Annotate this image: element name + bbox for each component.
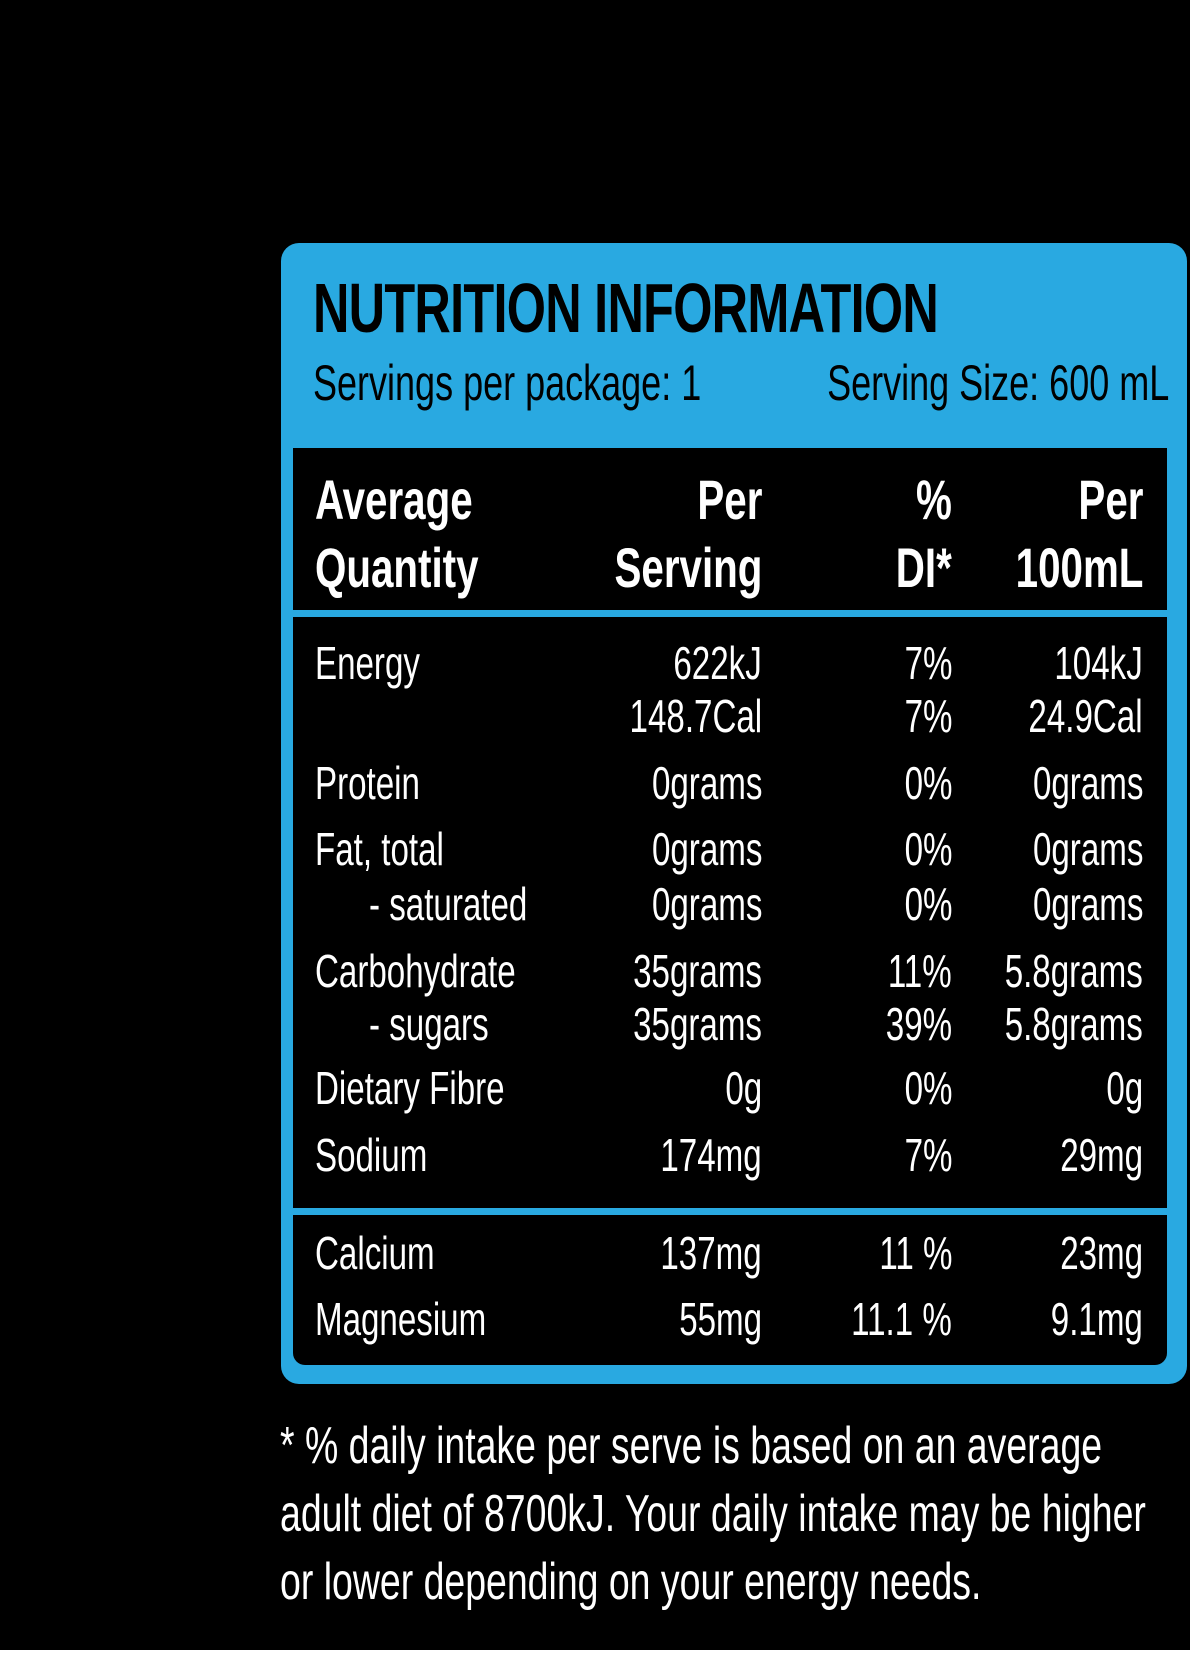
header-average-quantity: Average Quantity xyxy=(315,468,479,599)
row-per-100ml: 23mg xyxy=(1060,1227,1143,1279)
row-per-100ml: 0grams xyxy=(1032,878,1143,930)
header-divider xyxy=(293,610,1167,617)
table-row: Carbohydrate 35grams 11% 5.8grams xyxy=(293,948,1167,1004)
serving-size: Serving Size: 600 mL xyxy=(826,355,1169,411)
table-row: - sugars 35grams 39% 5.8grams xyxy=(293,1001,1167,1057)
row-di: 11.1 % xyxy=(851,1293,952,1345)
row-name: - sugars xyxy=(369,998,489,1050)
row-per-serving: 0grams xyxy=(651,757,762,809)
row-name: Energy xyxy=(315,637,420,689)
row-di: 39% xyxy=(885,998,952,1050)
row-di: 0% xyxy=(904,757,952,809)
footnote: * % daily intake per serve is based on a… xyxy=(280,1412,1200,1616)
row-name: Fat, total xyxy=(315,823,444,875)
panel-title: NUTRITION INFORMATION xyxy=(313,269,939,347)
row-per-100ml: 0grams xyxy=(1032,823,1143,875)
row-di: 11 % xyxy=(878,1227,952,1279)
table-row: Protein 0grams 0% 0grams xyxy=(293,760,1167,816)
row-di: 7% xyxy=(904,637,952,689)
row-per-serving: 35grams xyxy=(633,998,762,1050)
row-di: 0% xyxy=(904,823,952,875)
row-per-serving: 0grams xyxy=(651,878,762,930)
table-row: Energy 622kJ 7% 104kJ xyxy=(293,640,1167,696)
row-per-100ml: 29mg xyxy=(1060,1129,1143,1181)
header-per-serving: Per Serving xyxy=(614,468,762,599)
footnote-line: adult diet of 8700kJ. Your daily intake … xyxy=(280,1485,1146,1543)
footnote-line: or lower depending on your energy needs. xyxy=(280,1553,982,1611)
row-name: Carbohydrate xyxy=(315,945,516,997)
table-header: Average Quantity Per Serving % DI* Per 100mL xyxy=(293,448,1167,613)
row-per-serving: 0grams xyxy=(651,823,762,875)
row-per-serving: 174mg xyxy=(660,1129,762,1181)
header-percent-di: % DI* xyxy=(895,468,952,599)
row-per-100ml: 5.8grams xyxy=(1004,998,1143,1050)
header-per-100ml: Per 100mL xyxy=(1015,468,1143,599)
row-per-100ml: 0grams xyxy=(1032,757,1143,809)
table-row: 148.7Cal 7% 24.9Cal xyxy=(293,693,1167,749)
row-name: Dietary Fibre xyxy=(315,1062,505,1114)
row-di: 7% xyxy=(904,690,952,742)
table-row: Sodium 174mg 7% 29mg xyxy=(293,1132,1167,1188)
row-per-serving: 137mg xyxy=(660,1227,762,1279)
row-per-serving: 0g xyxy=(725,1062,762,1114)
row-per-100ml: 5.8grams xyxy=(1004,945,1143,997)
row-name: Magnesium xyxy=(315,1293,487,1345)
row-per-100ml: 0g xyxy=(1106,1062,1143,1114)
nutrition-table: Average Quantity Per Serving % DI* Per 100mL… xyxy=(293,448,1167,1365)
row-per-100ml: 24.9Cal xyxy=(1028,690,1143,742)
footnote-line: * % daily intake per serve is based on a… xyxy=(280,1417,1103,1475)
table-row: Fat, total 0grams 0% 0grams xyxy=(293,826,1167,882)
row-per-serving: 148.7Cal xyxy=(629,690,762,742)
row-per-100ml: 104kJ xyxy=(1054,637,1143,689)
row-per-100ml: 9.1mg xyxy=(1050,1293,1143,1345)
table-row: - saturated 0grams 0% 0grams xyxy=(293,881,1167,937)
row-per-serving: 622kJ xyxy=(673,637,762,689)
row-name: Sodium xyxy=(315,1129,428,1181)
row-per-serving: 35grams xyxy=(633,945,762,997)
row-name: Calcium xyxy=(315,1227,435,1279)
table-row: Magnesium 55mg 11.1 % 9.1mg xyxy=(293,1296,1167,1352)
nutrition-panel: NUTRITION INFORMATION Servings per packa… xyxy=(281,243,1187,1384)
row-name: - saturated xyxy=(369,878,528,930)
table-row: Dietary Fibre 0g 0% 0g xyxy=(293,1065,1167,1121)
row-di: 0% xyxy=(904,1062,952,1114)
table-row: Calcium 137mg 11 % 23mg xyxy=(293,1230,1167,1286)
servings-per-package: Servings per package: 1 xyxy=(313,355,702,411)
row-di: 7% xyxy=(904,1129,952,1181)
row-name: Protein xyxy=(315,757,420,809)
row-per-serving: 55mg xyxy=(679,1293,762,1345)
row-di: 11% xyxy=(888,945,952,997)
row-di: 0% xyxy=(904,878,952,930)
minerals-divider xyxy=(293,1208,1167,1215)
